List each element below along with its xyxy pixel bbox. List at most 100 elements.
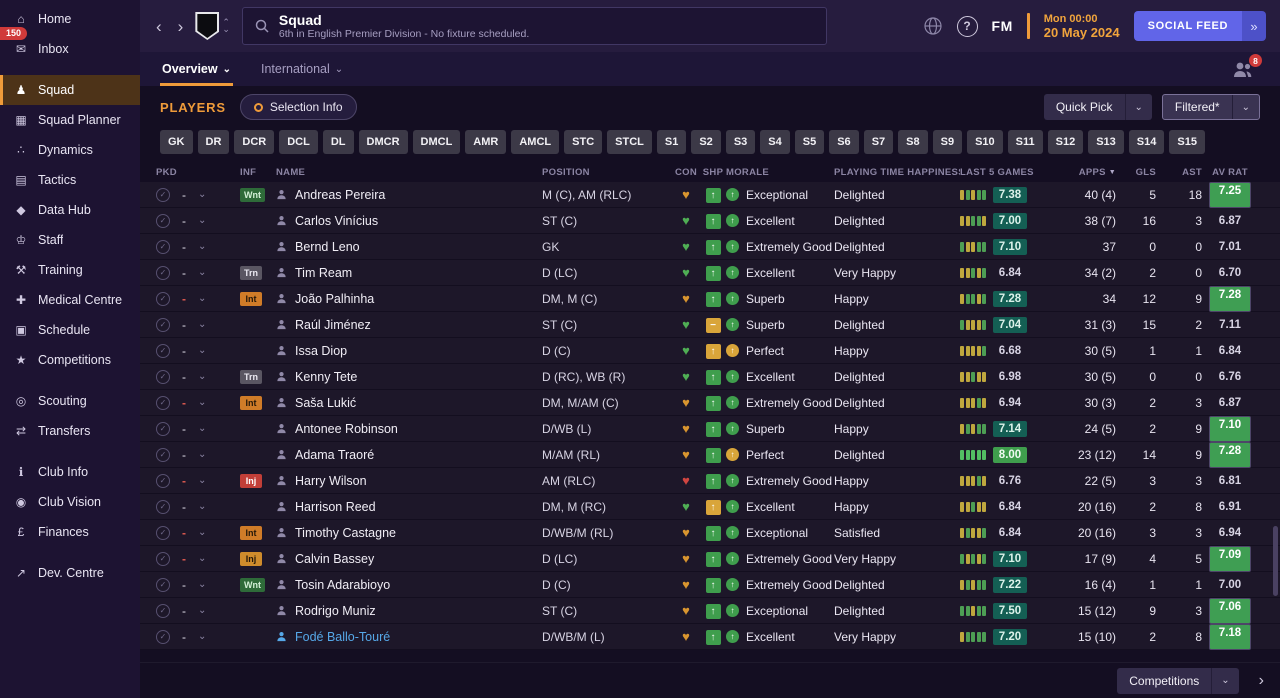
player-name[interactable]: Issa Diop: [295, 343, 348, 358]
row-check-icon[interactable]: ✓: [156, 499, 170, 514]
sidebar-item-finances[interactable]: £ Finances: [0, 517, 140, 547]
position-filter-s2[interactable]: S2: [691, 130, 721, 154]
player-row[interactable]: ✓ - ⌄ Int Saša Lukić DM, M/AM (C) ♥ ↑ ↑ …: [140, 390, 1280, 416]
row-dropdown-chevron-icon[interactable]: ⌄: [198, 553, 207, 564]
position-filter-s12[interactable]: S12: [1047, 130, 1084, 154]
player-name[interactable]: Antonee Robinson: [295, 421, 398, 436]
player-name[interactable]: Calvin Bassey: [295, 551, 375, 566]
row-check-icon[interactable]: ✓: [156, 421, 170, 436]
tab-international[interactable]: International ⌄: [259, 52, 345, 86]
row-dropdown-chevron-icon[interactable]: ⌄: [198, 449, 207, 460]
row-check-icon[interactable]: ✓: [156, 213, 170, 228]
table-scrollbar[interactable]: [1273, 266, 1278, 698]
position-filter-dmcr[interactable]: DMCR: [358, 130, 408, 154]
sidebar-item-squad[interactable]: ♟ Squad: [0, 75, 140, 105]
player-name[interactable]: Adama Traoré: [295, 447, 375, 462]
player-name[interactable]: Kenny Tete: [295, 369, 358, 384]
player-row[interactable]: ✓ - ⌄ Carlos Vinícius ST (C) ♥ ↑ ↑ Excel…: [140, 208, 1280, 234]
row-dropdown-chevron-icon[interactable]: ⌄: [198, 423, 207, 434]
row-dropdown-chevron-icon[interactable]: ⌄: [198, 189, 207, 200]
position-filter-s1[interactable]: S1: [656, 130, 687, 154]
info-badge[interactable]: Wnt: [240, 578, 265, 592]
position-filter-s6[interactable]: S6: [829, 130, 859, 154]
col-header-avrat[interactable]: AV RAT: [1212, 166, 1248, 178]
player-row[interactable]: ✓ - ⌄ Int João Palhinha DM, M (C) ♥ ↑ ↑ …: [140, 285, 1280, 312]
sidebar-item-home[interactable]: ⌂ Home: [0, 4, 140, 34]
row-check-icon[interactable]: ✓: [156, 343, 170, 358]
competitions-chevron-icon[interactable]: ⌄: [1211, 667, 1238, 694]
search-title-box[interactable]: Squad 6th in English Premier Division - …: [241, 7, 827, 45]
player-row[interactable]: ✓ - ⌄ Int Timothy Castagne D/WB/M (RL) ♥…: [140, 520, 1280, 546]
player-name[interactable]: Harry Wilson: [295, 473, 367, 488]
selection-info-button[interactable]: Selection Info: [239, 94, 357, 120]
position-filter-s10[interactable]: S10: [967, 130, 1003, 154]
position-filter-s11[interactable]: S11: [1007, 130, 1043, 154]
player-row[interactable]: ✓ - ⌄ Raúl Jiménez ST (C) ♥ − ↑ Superb D…: [140, 312, 1280, 338]
info-badge[interactable]: Int: [240, 396, 262, 410]
row-check-icon[interactable]: ✓: [156, 447, 170, 462]
globe-icon[interactable]: [923, 16, 943, 36]
player-name[interactable]: Raúl Jiménez: [295, 317, 371, 332]
position-filter-dcl[interactable]: DCL: [279, 130, 318, 154]
player-row[interactable]: ✓ - ⌄ Inj Calvin Bassey D (LC) ♥ ↑ ↑ Ext…: [140, 545, 1280, 572]
scrollbar-thumb[interactable]: [1273, 526, 1278, 596]
player-name[interactable]: Harrison Reed: [295, 499, 376, 514]
col-header-apps[interactable]: APPS ▼: [1078, 166, 1116, 178]
col-header-playing-time[interactable]: PLAYING TIME HAPPINESS: [834, 166, 960, 178]
sidebar-item-inbox[interactable]: 150 ✉ Inbox: [0, 27, 140, 64]
col-header-name[interactable]: NAME: [276, 166, 306, 178]
player-row[interactable]: ✓ - ⌄ Fodé Ballo-Touré D/WB/M (L) ♥ ↑ ↑ …: [140, 623, 1280, 650]
info-badge[interactable]: Trn: [240, 370, 263, 384]
col-header-inf[interactable]: INF: [240, 166, 257, 178]
position-filter-amr[interactable]: AMR: [465, 130, 507, 154]
player-row[interactable]: ✓ - ⌄ Antonee Robinson D/WB (L) ♥ ↑ ↑ Su…: [140, 415, 1280, 442]
col-header-last5[interactable]: LAST 5 GAMES: [960, 166, 1034, 178]
sidebar-item-squad-planner[interactable]: ▦ Squad Planner: [0, 105, 140, 135]
sidebar-item-dynamics[interactable]: ∴ Dynamics: [0, 135, 140, 165]
position-filter-stc[interactable]: STC: [564, 130, 603, 154]
player-row[interactable]: ✓ - ⌄ Wnt Andreas Pereira M (C), AM (RLC…: [140, 181, 1280, 208]
position-filter-amcl[interactable]: AMCL: [511, 130, 560, 154]
row-dropdown-chevron-icon[interactable]: ⌄: [198, 267, 207, 278]
row-check-icon[interactable]: ✓: [156, 603, 170, 618]
player-row[interactable]: ✓ - ⌄ Issa Diop D (C) ♥ ↑ ↑ Perfect Happ…: [140, 338, 1280, 364]
position-filter-dcr[interactable]: DCR: [234, 130, 275, 154]
row-check-icon[interactable]: ✓: [156, 369, 170, 384]
player-name[interactable]: Andreas Pereira: [295, 187, 386, 202]
position-filter-s3[interactable]: S3: [725, 130, 756, 154]
forward-button[interactable]: ›: [177, 16, 184, 36]
position-filter-s14[interactable]: S14: [1128, 130, 1165, 154]
row-dropdown-chevron-icon[interactable]: ⌄: [198, 319, 207, 330]
col-header-morale[interactable]: MORALE: [726, 166, 769, 178]
player-row[interactable]: ✓ - ⌄ Bernd Leno GK ♥ ↑ ↑ Extremely Good…: [140, 234, 1280, 260]
row-dropdown-chevron-icon[interactable]: ⌄: [198, 241, 207, 252]
back-button[interactable]: ‹: [156, 16, 162, 36]
position-filter-gk[interactable]: GK: [160, 130, 193, 154]
row-dropdown-chevron-icon[interactable]: ⌄: [198, 501, 207, 512]
player-name[interactable]: Tim Ream: [295, 265, 353, 280]
position-filter-stcl[interactable]: STCL: [607, 130, 652, 154]
col-header-pkd[interactable]: PKD: [156, 166, 177, 178]
sidebar-item-club-info[interactable]: ℹ Club Info: [0, 457, 140, 487]
row-dropdown-chevron-icon[interactable]: ⌄: [198, 475, 207, 486]
quick-pick-chevron-icon[interactable]: ⌄: [1124, 94, 1152, 120]
player-row[interactable]: ✓ - ⌄ Wnt Tosin Adarabioyo D (C) ♥ ↑ ↑ E…: [140, 572, 1280, 598]
position-filter-dmcl[interactable]: DMCL: [412, 130, 461, 154]
sidebar-item-scouting[interactable]: ◎ Scouting: [0, 386, 140, 416]
row-dropdown-chevron-icon[interactable]: ⌄: [198, 293, 207, 304]
row-check-icon[interactable]: ✓: [156, 187, 170, 202]
sidebar-item-schedule[interactable]: ▣ Schedule: [0, 315, 140, 345]
col-header-shp[interactable]: SHP: [702, 166, 724, 178]
row-check-icon[interactable]: ✓: [156, 629, 170, 644]
row-check-icon[interactable]: ✓: [156, 577, 170, 592]
row-check-icon[interactable]: ✓: [156, 395, 170, 410]
player-name[interactable]: Carlos Vinícius: [295, 213, 379, 228]
col-header-gls[interactable]: GLS: [1135, 166, 1156, 178]
info-badge[interactable]: Inj: [240, 474, 262, 488]
club-crest-selector[interactable]: ⌃ ⌄: [195, 12, 230, 40]
position-filter-dl[interactable]: DL: [322, 130, 354, 154]
position-filter-s15[interactable]: S15: [1169, 130, 1205, 154]
row-check-icon[interactable]: ✓: [156, 473, 170, 488]
info-badge[interactable]: Wnt: [240, 188, 265, 202]
player-name[interactable]: Tosin Adarabioyo: [295, 577, 391, 592]
